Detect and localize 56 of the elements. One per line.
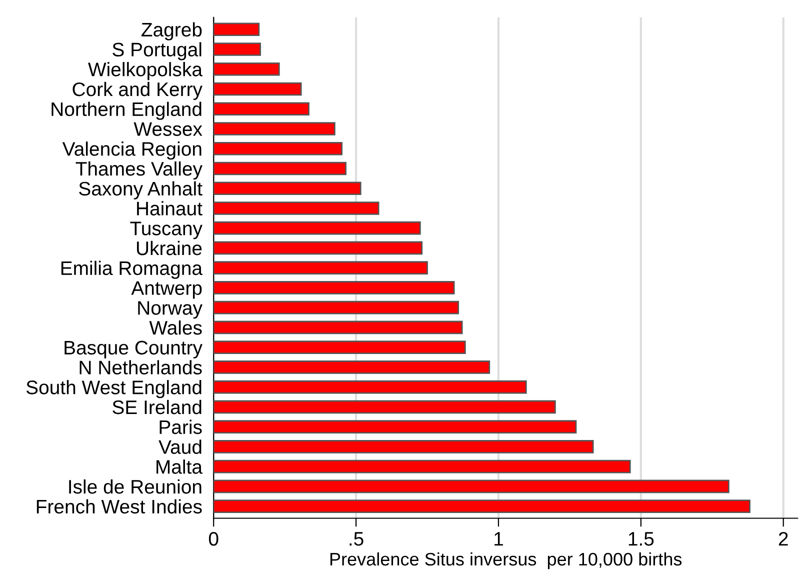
y-tick-label: Saxony Anhalt — [79, 181, 202, 200]
y-tick-label: Isle de Reunion — [69, 479, 202, 494]
y-tick-label: French West Indies — [36, 499, 202, 514]
y-tick-label: Basque Country — [64, 340, 202, 358]
bar — [214, 460, 631, 474]
y-tick-label: Wessex — [134, 122, 202, 136]
y-tick-label: Tuscany — [130, 222, 202, 240]
bar — [214, 480, 730, 494]
bar — [214, 102, 310, 116]
bar — [214, 500, 750, 513]
y-tick-label: Malta — [156, 460, 202, 474]
y-tick-label: Thames Valley — [76, 161, 202, 180]
y-tick-label: Hainaut — [137, 201, 202, 216]
y-tick-label: Wales — [149, 320, 202, 335]
bar — [214, 162, 346, 176]
x-tick-label: .5 — [350, 532, 364, 546]
y-tick-label: Vaud — [158, 440, 202, 454]
y-tick-label: Wielkopolska — [88, 62, 202, 80]
bar — [214, 340, 466, 354]
bar — [214, 320, 463, 334]
y-tick-label: Ukraine — [136, 240, 202, 256]
y-tick-label: South West England — [26, 380, 202, 398]
y-tick-label: N Netherlands — [80, 360, 202, 374]
y-tick-label: Antwerp — [131, 281, 202, 299]
y-tick-label: Zagreb — [142, 22, 202, 40]
y-tick-label: Norway — [138, 301, 202, 319]
bar — [214, 400, 556, 414]
bar — [214, 440, 594, 454]
y-tick-label: Valencia Region — [62, 142, 202, 160]
x-tick-label: 0 — [208, 532, 218, 546]
y-tick-label: Paris — [160, 420, 202, 434]
bar — [214, 241, 423, 255]
bar — [214, 261, 428, 274]
bar — [214, 182, 362, 196]
y-tick-label: SE Ireland — [112, 400, 202, 414]
bar — [214, 300, 460, 314]
x-tick-label: 2 — [778, 532, 788, 546]
bar — [214, 202, 380, 215]
x-tick-label: 1 — [494, 532, 503, 546]
bar — [214, 360, 490, 374]
bar — [214, 22, 260, 36]
bar — [214, 142, 342, 156]
bar — [214, 380, 527, 394]
x-tick-label: 1.5 — [628, 532, 654, 546]
bar — [214, 62, 280, 76]
y-tick-label: Northern England — [52, 102, 202, 120]
bar — [214, 420, 577, 434]
bar — [214, 122, 336, 136]
bar — [214, 221, 421, 235]
bar — [214, 281, 455, 294]
y-tick-label: S Portugal — [112, 42, 202, 60]
bar — [214, 82, 302, 96]
x-axis-title: Prevalence Situs inversus per 10,000 births — [330, 552, 682, 570]
bar — [214, 42, 262, 56]
y-tick-label: Emilia Romagna — [61, 260, 202, 279]
y-tick-label: Cork and Kerry — [72, 82, 202, 100]
